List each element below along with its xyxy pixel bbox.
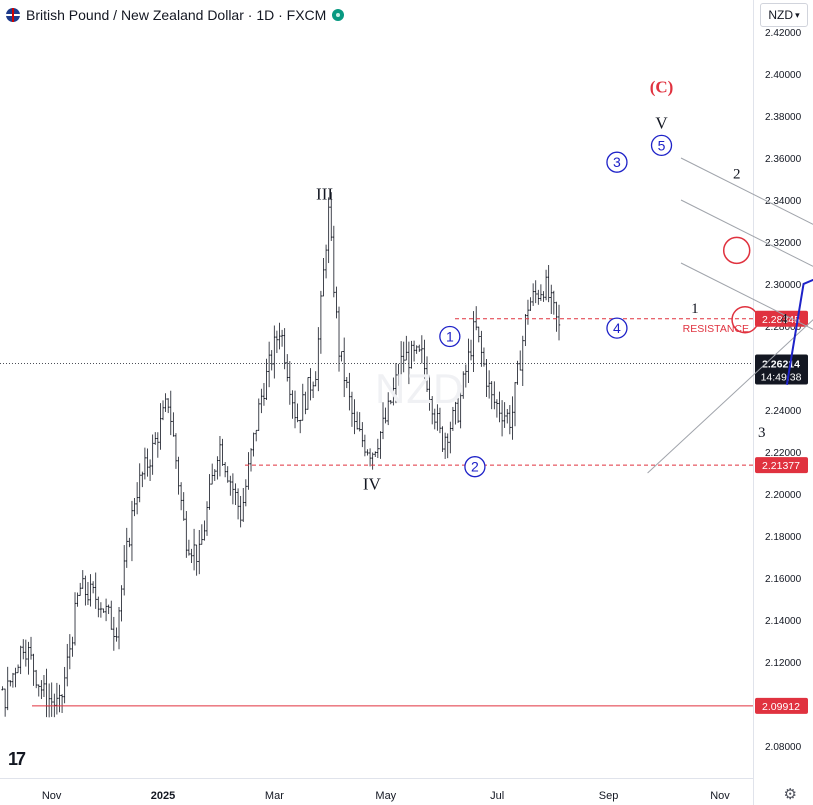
x-tick-label: Nov <box>42 790 62 802</box>
gbp-nzd-flag-icon <box>6 8 20 22</box>
wave-label-1: 1 <box>691 301 699 317</box>
x-tick-label: Mar <box>265 790 284 802</box>
level-price-label: 2.09912 <box>762 701 800 713</box>
y-tick-label: 2.42000 <box>765 28 802 39</box>
wave-label-III: III <box>316 185 333 204</box>
break-marker-circle <box>731 305 759 334</box>
chevron-down-icon: ▾ <box>795 9 800 20</box>
market-open-dot-icon <box>332 9 345 21</box>
x-tick-label: Nov <box>710 790 730 802</box>
y-tick-label: 2.20000 <box>765 490 802 501</box>
wave-label-3: 3 <box>613 154 621 170</box>
level-price-tag <box>755 457 808 474</box>
level-price-label: 2.21377 <box>762 460 800 472</box>
y-tick-label: 2.14000 <box>765 616 802 627</box>
wave-circle <box>650 134 673 157</box>
x-tick-label: 2025 <box>151 790 175 802</box>
wave-label-2: 2 <box>471 459 479 475</box>
x-tick-label: Sep <box>599 790 619 802</box>
wave-label-4: 4 <box>780 312 788 328</box>
symbol-watermark: NZD <box>375 365 465 412</box>
y-tick-label: 2.34000 <box>765 196 802 207</box>
y-tick-label: 2.40000 <box>765 70 802 81</box>
y-tick-label: 2.30000 <box>765 280 802 291</box>
chart-header: British Pound / New Zealand Dollar · 1D … <box>0 0 345 30</box>
wave-label-3: 3 <box>758 425 766 441</box>
trendline-3 <box>680 262 813 330</box>
trendline-1 <box>680 157 813 225</box>
wave-label-(C): (C) <box>650 78 674 97</box>
wave-circle <box>606 151 628 173</box>
wave-label-4: 4 <box>613 320 621 336</box>
y-tick-label: 2.28000 <box>765 322 802 333</box>
y-tick-label: 2.22000 <box>765 448 802 459</box>
break-marker-circle <box>722 236 751 265</box>
y-tick-label: 2.16000 <box>765 574 802 585</box>
tradingview-logo[interactable]: 17 <box>8 749 26 769</box>
trendline-2 <box>680 199 813 267</box>
wave-circle <box>606 317 628 339</box>
y-tick-label: 2.08000 <box>765 742 802 753</box>
last-price-tag <box>755 354 808 385</box>
gear-icon[interactable]: ⚙ <box>783 786 797 803</box>
last-price-value: 2.26214 <box>762 359 800 371</box>
wave-label-2: 2 <box>733 167 741 183</box>
y-tick-label: 2.32000 <box>765 238 802 249</box>
y-tick-label: 2.36000 <box>765 154 802 165</box>
level-price-label: 2.28345 <box>762 314 800 326</box>
x-tick-label: Jul <box>490 790 504 802</box>
x-tick-label: May <box>375 790 396 802</box>
resistance-label: RESISTANCE <box>683 323 749 335</box>
level-price-tag <box>755 697 808 714</box>
wave-label-V: V <box>655 113 668 132</box>
currency-selector[interactable]: NZD ▾ <box>760 3 808 27</box>
y-tick-label: 2.38000 <box>765 112 802 123</box>
level-price-tag <box>755 310 808 327</box>
projection-path <box>785 278 813 385</box>
wave-label-1: 1 <box>446 329 454 345</box>
y-tick-label: 2.12000 <box>765 658 802 669</box>
wave-label-IV: IV <box>363 475 382 494</box>
wave-circle <box>439 325 461 348</box>
wave-label-5: 5 <box>658 137 666 153</box>
symbol-title[interactable]: British Pound / New Zealand Dollar · 1D … <box>26 7 327 23</box>
y-tick-label: 2.24000 <box>765 406 802 417</box>
y-tick-label: 2.18000 <box>765 532 802 543</box>
currency-label: NZD <box>768 8 794 22</box>
wave-circle <box>464 456 486 478</box>
last-price-countdown: 14:49:38 <box>761 372 802 384</box>
